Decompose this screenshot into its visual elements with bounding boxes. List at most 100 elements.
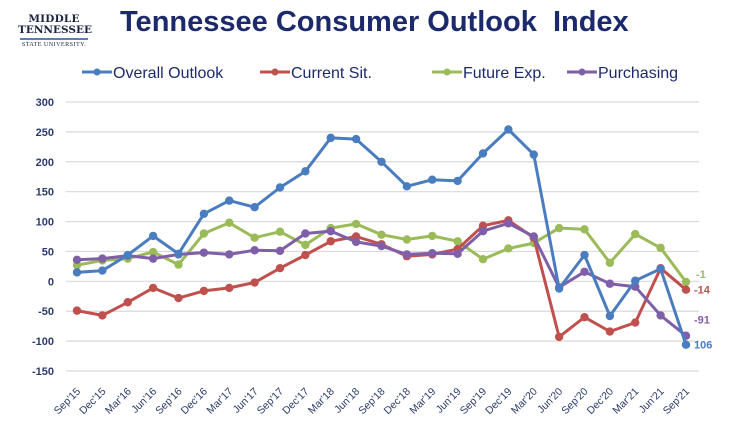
x-tick-label: Mar'21 bbox=[610, 386, 641, 417]
x-tick-label: Sep'21 bbox=[661, 386, 692, 417]
x-tick-label: Mar'19 bbox=[407, 386, 438, 417]
y-tick-label: 300 bbox=[36, 97, 54, 109]
series-future-exp bbox=[72, 218, 691, 287]
data-point bbox=[631, 229, 640, 239]
data-point bbox=[580, 225, 589, 234]
data-point bbox=[174, 249, 183, 259]
data-point bbox=[605, 279, 615, 288]
x-tick-label: Mar'20 bbox=[509, 386, 540, 417]
end-label: 106 bbox=[694, 340, 712, 352]
y-tick-label: 150 bbox=[36, 187, 54, 199]
data-point bbox=[681, 285, 691, 294]
x-tick-label: Dec'16 bbox=[179, 386, 210, 417]
x-tick-label: Sep'16 bbox=[153, 386, 184, 417]
data-point bbox=[681, 340, 691, 349]
data-point bbox=[554, 332, 564, 342]
data-point bbox=[402, 250, 412, 259]
data-point bbox=[656, 311, 665, 320]
y-tick-label: 0 bbox=[48, 276, 54, 288]
x-tick-label: Sep'17 bbox=[255, 386, 286, 417]
x-tick-label: Dec'19 bbox=[483, 386, 514, 417]
data-point bbox=[478, 255, 488, 264]
end-label: -91 bbox=[694, 315, 710, 327]
data-point bbox=[605, 258, 615, 268]
data-point bbox=[301, 240, 310, 250]
data-point bbox=[529, 232, 538, 241]
y-tick-label: 200 bbox=[36, 157, 54, 169]
logo-line-3: STATE UNIVERSITY. bbox=[21, 41, 87, 48]
data-point bbox=[377, 230, 386, 239]
legend-label: Current Sit. bbox=[291, 65, 372, 82]
data-point bbox=[123, 250, 132, 260]
x-tick-label: Mar'17 bbox=[204, 386, 235, 417]
data-point bbox=[72, 268, 82, 277]
data-point bbox=[402, 235, 412, 244]
x-tick-label: Mar'18 bbox=[306, 386, 337, 417]
chart-title: Tennessee Consumer Outlook Index bbox=[120, 6, 629, 38]
legend-swatch-marker bbox=[271, 68, 279, 76]
data-point bbox=[326, 226, 335, 236]
y-tick-label: 100 bbox=[36, 217, 54, 229]
data-point bbox=[631, 276, 640, 285]
x-tick-label: Dec'15 bbox=[77, 386, 108, 417]
data-point bbox=[453, 237, 462, 246]
legend-item: Overall Outlook bbox=[82, 65, 224, 82]
y-tick-label: 50 bbox=[42, 246, 54, 258]
end-labels: 106 -14 -1 -91 bbox=[694, 269, 712, 352]
data-point bbox=[504, 125, 513, 134]
end-label: -1 bbox=[696, 269, 706, 281]
data-point bbox=[453, 176, 462, 186]
data-point bbox=[98, 254, 107, 263]
data-point bbox=[554, 223, 564, 233]
y-tick-label: -50 bbox=[38, 306, 54, 318]
x-tick-label: Sep'20 bbox=[559, 386, 590, 417]
data-point bbox=[199, 209, 209, 218]
x-tick-label: Mar'16 bbox=[103, 386, 134, 417]
data-point bbox=[275, 227, 285, 236]
legend: Overall Outlook Current Sit. Future Exp. Pu… bbox=[82, 65, 678, 82]
data-point bbox=[402, 182, 412, 191]
x-tick-label: Dec'20 bbox=[585, 386, 616, 417]
data-point bbox=[478, 226, 488, 236]
data-point bbox=[351, 237, 361, 247]
data-point bbox=[225, 218, 234, 227]
data-point bbox=[199, 229, 209, 238]
data-point bbox=[199, 248, 209, 257]
x-tick-label: Dec'18 bbox=[382, 386, 413, 417]
end-label: -14 bbox=[694, 285, 711, 297]
data-point bbox=[428, 175, 437, 184]
data-point bbox=[250, 246, 259, 255]
y-axis: 300 250 200 150 100 50 0 -50 -100 -150 bbox=[32, 97, 54, 378]
legend-swatch-marker bbox=[93, 68, 101, 76]
data-point bbox=[225, 283, 234, 293]
series-group bbox=[72, 125, 691, 349]
logo-line-1: MIDDLE bbox=[28, 13, 80, 25]
data-point bbox=[656, 264, 665, 273]
gridlines bbox=[66, 101, 699, 372]
data-point bbox=[275, 183, 285, 192]
logo-line-2: TENNESSEE bbox=[18, 24, 92, 36]
series-overall-outlook bbox=[72, 125, 691, 349]
data-point bbox=[580, 250, 589, 260]
data-point bbox=[631, 318, 640, 327]
data-point bbox=[605, 327, 615, 336]
data-point bbox=[72, 255, 82, 265]
data-point bbox=[225, 250, 234, 259]
legend-label: Purchasing bbox=[598, 65, 678, 82]
data-point bbox=[301, 229, 310, 238]
data-point bbox=[275, 246, 285, 256]
data-point bbox=[148, 231, 158, 241]
data-point bbox=[504, 219, 513, 228]
data-point bbox=[275, 263, 285, 273]
data-point bbox=[428, 249, 437, 258]
data-point bbox=[326, 237, 335, 246]
data-point bbox=[98, 311, 107, 320]
legend-swatch-marker bbox=[443, 68, 451, 76]
data-point bbox=[174, 293, 183, 303]
data-point bbox=[351, 134, 361, 144]
data-point bbox=[681, 277, 691, 287]
legend-item: Current Sit. bbox=[260, 65, 372, 82]
data-point bbox=[174, 260, 183, 269]
legend-item: Purchasing bbox=[567, 65, 678, 82]
